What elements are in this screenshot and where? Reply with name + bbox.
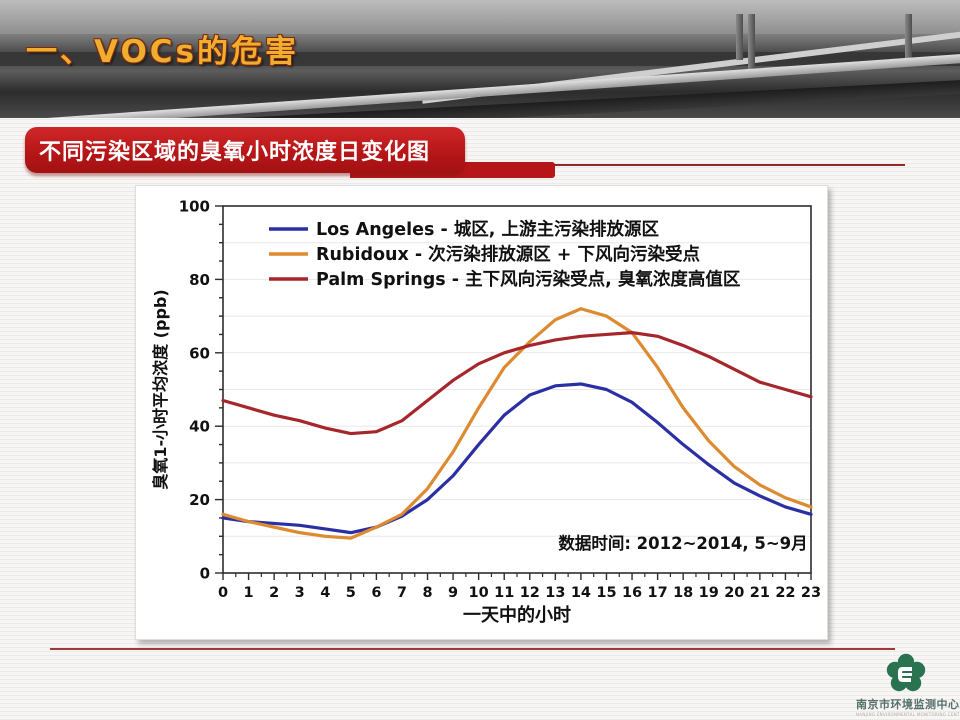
slide-title: 一、VOCs的危害 <box>26 34 300 70</box>
photo-post-icon <box>905 14 912 66</box>
x-tick-label: 19 <box>699 585 719 601</box>
x-tick-label: 10 <box>469 585 489 601</box>
x-tick-label: 5 <box>346 585 356 601</box>
series-line-los-angeles <box>221 382 813 535</box>
x-tick-label: 13 <box>545 585 565 601</box>
x-tick-label: 12 <box>520 585 540 601</box>
footer-rule-line <box>50 648 895 650</box>
x-tick-label: 4 <box>320 585 330 601</box>
legend-item-label: Rubidoux - 次污染排放源区 + 下风向污染受点 <box>316 244 701 265</box>
x-tick-label: 16 <box>622 585 642 601</box>
x-tick-label: 14 <box>571 585 591 601</box>
legend-item-label: Palm Springs - 主下风向污染受点, 臭氧浓度高值区 <box>316 269 740 290</box>
x-tick-label: 2 <box>269 585 279 601</box>
data-period-note: 数据时间: 2012~2014, 5~9月 <box>558 533 807 553</box>
header-photo-banner: 一、VOCs的危害 <box>0 0 960 118</box>
x-tick-label: 23 <box>801 585 821 601</box>
y-tick-label: 100 <box>179 198 210 216</box>
x-tick-label: 6 <box>371 585 381 601</box>
x-tick-label: 11 <box>494 585 514 601</box>
x-tick-label: 1 <box>244 585 254 601</box>
legend-item-label: Los Angeles - 城区, 上游主污染排放源区 <box>316 219 659 240</box>
x-tick-label: 18 <box>673 585 693 601</box>
title-rule-line <box>500 164 905 166</box>
y-tick-label: 20 <box>189 491 210 509</box>
y-tick-label: 40 <box>189 418 210 436</box>
x-tick-label: 21 <box>750 585 770 601</box>
logo-name: 南京市环境监测中心站 <box>856 698 960 711</box>
x-tick-label: 8 <box>422 585 432 601</box>
y-tick-label: 60 <box>189 344 210 362</box>
x-tick-label: 20 <box>724 585 744 601</box>
series-line-palm-springs <box>221 331 813 436</box>
section-title: 不同污染区域的臭氧小时浓度日变化图 <box>39 140 431 165</box>
photo-sky-band <box>0 0 960 34</box>
chart-x-axis-label: 一天中的小时 <box>463 604 571 626</box>
x-tick-label: 22 <box>775 585 795 601</box>
ozone-chart-panel: 0 20 40 60 80 100 0 1 2 3 4 5 6 7 8 9 10 11 12 13 14 15 16 17 18… <box>135 185 828 640</box>
series-line-rubidoux <box>221 307 813 540</box>
chart-y-axis-label: 臭氧1-小时平均浓度 (ppb) <box>151 289 170 489</box>
logo-flower-icon <box>884 652 928 696</box>
logo-subtitle: NANJING ENVIRONMENTAL MONITORING CENTER <box>856 712 960 717</box>
x-tick-label: 3 <box>295 585 305 601</box>
x-tick-label: 17 <box>648 585 668 601</box>
y-tick-label: 80 <box>189 271 210 289</box>
section-title-box: 不同污染区域的臭氧小时浓度日变化图 <box>25 127 465 173</box>
y-tick-label: 0 <box>200 565 210 583</box>
photo-post-icon <box>748 14 755 74</box>
x-tick-label: 9 <box>448 585 458 601</box>
photo-post-icon <box>736 14 743 60</box>
x-tick-label: 0 <box>218 585 228 601</box>
nemc-logo: 南京市环境监测中心站 NANJING ENVIRONMENTAL MONITOR… <box>856 652 960 717</box>
x-tick-label: 15 <box>596 585 616 601</box>
x-tick-label: 7 <box>397 585 407 601</box>
